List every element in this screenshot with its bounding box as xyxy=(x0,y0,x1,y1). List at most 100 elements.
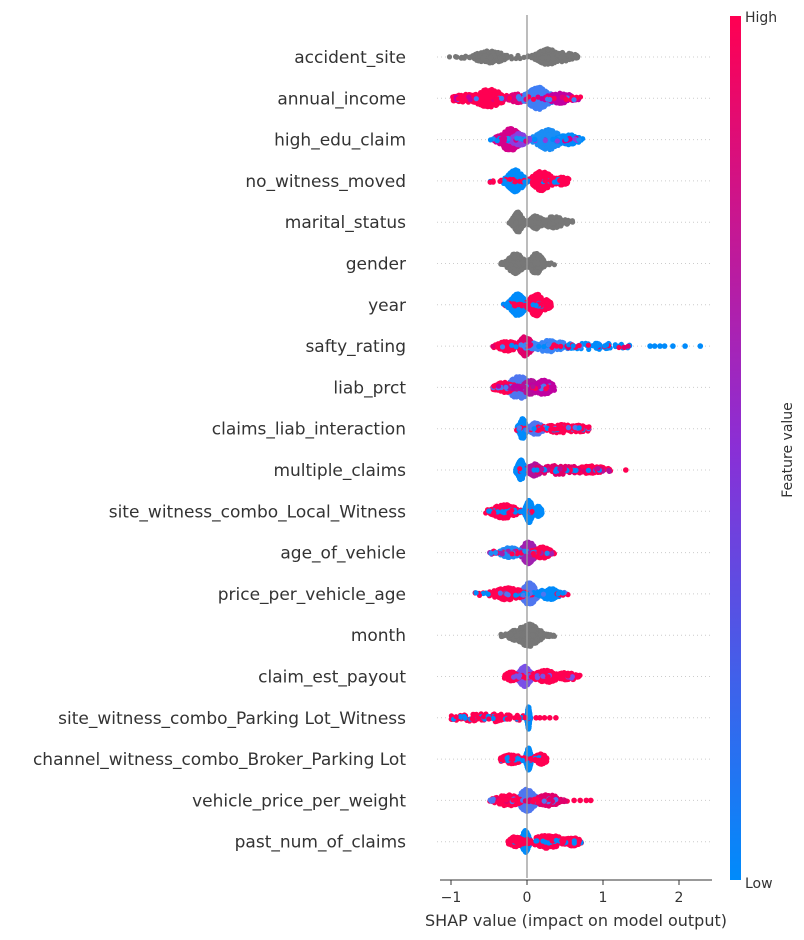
shap-point xyxy=(515,94,522,100)
shap-point xyxy=(520,260,526,266)
shap-points xyxy=(446,46,704,855)
shap-point xyxy=(530,178,536,184)
shap-point xyxy=(518,219,524,225)
shap-point xyxy=(557,177,563,183)
shap-point xyxy=(519,266,525,272)
shap-outlier xyxy=(661,343,668,349)
shap-point xyxy=(466,94,472,100)
shap-point xyxy=(530,96,537,102)
shap-point xyxy=(558,343,564,349)
shap-point xyxy=(549,47,555,53)
shap-point xyxy=(545,46,551,53)
shap-point xyxy=(507,126,513,132)
shap-point xyxy=(540,55,546,61)
shap-point xyxy=(572,55,579,61)
shap-point xyxy=(512,179,518,185)
shap-point xyxy=(546,132,552,138)
shap-point xyxy=(563,136,569,142)
shap-point xyxy=(557,218,564,224)
shap-point xyxy=(511,254,517,260)
shap-point xyxy=(625,343,631,349)
shap-point xyxy=(537,138,543,144)
shap-point xyxy=(506,303,512,309)
shap-point xyxy=(536,172,542,178)
shap-point xyxy=(531,104,537,110)
shap-point xyxy=(539,96,545,102)
shap-point xyxy=(508,220,514,226)
shap-point xyxy=(513,344,519,350)
shap-outlier xyxy=(682,343,688,349)
shap-point xyxy=(490,179,496,185)
shap-point xyxy=(507,176,513,182)
shap-point xyxy=(537,252,543,258)
shap-point xyxy=(501,138,507,144)
shap-point xyxy=(576,342,582,349)
shap-point xyxy=(473,96,479,102)
shap-point xyxy=(563,96,569,103)
shap-point xyxy=(475,58,481,64)
shap-point xyxy=(542,137,548,144)
shap-point xyxy=(488,103,494,109)
shap-point xyxy=(564,219,570,225)
shap-point xyxy=(616,344,622,351)
shap-point xyxy=(544,303,551,309)
shap-point xyxy=(498,55,504,61)
row-gridlines xyxy=(437,56,712,843)
shap-point xyxy=(542,178,548,184)
feature-row-2 xyxy=(487,126,586,153)
feature-row-7 xyxy=(490,334,704,359)
shap-point xyxy=(521,54,527,61)
shap-point xyxy=(508,54,514,60)
feature-row-0 xyxy=(446,46,581,67)
shap-point xyxy=(510,170,517,176)
shap-point xyxy=(514,214,520,220)
shap-point xyxy=(513,220,519,226)
feature-row-4 xyxy=(506,209,576,235)
shap-point xyxy=(604,342,610,348)
shap-point xyxy=(541,101,547,107)
shap-point xyxy=(597,342,603,348)
shap-point xyxy=(536,343,542,349)
shap-point xyxy=(490,343,496,349)
shap-point xyxy=(571,97,577,103)
shap-point xyxy=(542,61,548,67)
shap-point xyxy=(535,50,542,56)
shap-point xyxy=(530,302,536,308)
shap-point xyxy=(527,342,533,348)
feature-row-8 xyxy=(490,374,557,401)
shap-point xyxy=(455,96,461,102)
shap-point xyxy=(459,54,465,61)
shap-point xyxy=(521,336,527,342)
shap-point xyxy=(515,170,521,176)
shap-point xyxy=(549,55,556,61)
shap-point xyxy=(536,177,543,183)
shap-point xyxy=(499,344,506,350)
shap-point xyxy=(507,95,513,101)
shap-point xyxy=(547,96,553,103)
feature-row-3 xyxy=(487,167,572,195)
shap-point xyxy=(519,184,525,190)
feature-row-1 xyxy=(450,84,584,112)
shap-point xyxy=(554,138,561,144)
shap-point xyxy=(487,137,494,143)
shap-point xyxy=(489,94,495,100)
shap-point xyxy=(488,55,494,61)
shap-point xyxy=(532,136,538,143)
shap-point xyxy=(585,342,592,348)
shap-point xyxy=(548,260,554,266)
shap-point xyxy=(480,55,486,61)
shap-point xyxy=(480,94,486,100)
shap-point xyxy=(532,260,539,266)
shap-point xyxy=(570,343,576,349)
shap-point xyxy=(483,89,489,95)
shap-point xyxy=(532,269,538,275)
shap-point xyxy=(497,178,503,184)
shap-point xyxy=(481,49,487,55)
shap-point xyxy=(562,177,568,183)
shap-outlier xyxy=(697,343,704,349)
shap-point xyxy=(494,138,500,144)
shap-point xyxy=(446,54,453,60)
shap-point xyxy=(568,53,574,59)
shap-point xyxy=(506,146,512,152)
